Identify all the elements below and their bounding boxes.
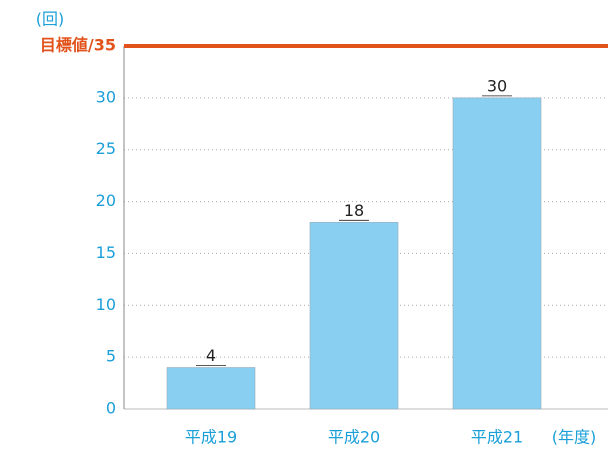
y-tick-label: 30 (96, 87, 116, 106)
y-tick-label: 20 (96, 191, 116, 210)
value-label: 18 (344, 201, 364, 220)
value-label: 30 (487, 76, 507, 95)
bar (309, 222, 399, 410)
y-tick-label: 10 (96, 295, 116, 314)
y-tick-label: 15 (96, 243, 116, 262)
target-label: 目標値/35 (40, 36, 116, 55)
bar (452, 97, 542, 410)
y-tick-label: 25 (96, 139, 116, 158)
y-tick-label: 5 (106, 347, 116, 366)
bar (166, 367, 256, 410)
x-tick-label: 平成19 (185, 428, 237, 447)
x-unit: (年度) (552, 428, 597, 447)
x-tick-label: 平成20 (328, 428, 380, 447)
value-label: 4 (206, 346, 216, 365)
y-unit: (回) (36, 10, 65, 29)
x-tick-label: 平成21 (471, 428, 523, 447)
y-tick-label: 0 (106, 399, 116, 418)
